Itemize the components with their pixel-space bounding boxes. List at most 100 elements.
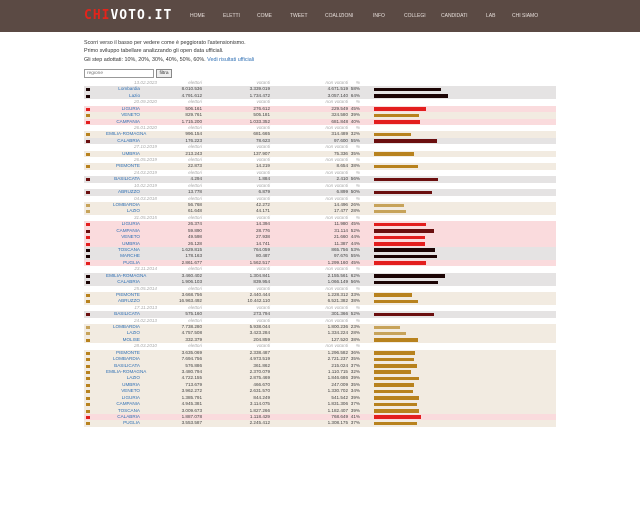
nav-item-chi-siamo[interactable]: CHI SIAMO [512,13,539,19]
votanti-value: 78.623 [255,137,270,143]
band-square-icon [86,204,90,208]
table-row: BASILICATA 576.886 361.862 215.024 37% [84,362,556,369]
band-square-icon [86,364,90,368]
abstention-pct: 32% [350,368,360,374]
nav-item-home[interactable]: HOME [190,13,205,19]
region-link[interactable]: CAMPANIA [116,227,140,233]
region-link[interactable]: LAZIO [126,330,140,336]
elettori-value: 713.679 [185,381,202,387]
table-row: PIEMONTE 3.635.069 2.338.487 1.296.582 36% [84,349,556,357]
official-results-link[interactable]: Vedi risultati ufficiali [207,57,255,63]
region-link[interactable]: BASILICATA [114,362,140,368]
region-link[interactable]: TOSCANA [117,246,140,252]
region-link[interactable]: BASILICATA [114,176,140,182]
table-row: PIEMONTE 22.873 14.219 8.654 38% [84,163,556,170]
intro-text: Scorri verso il basso per vedere come è … [84,39,564,55]
votanti-value: 2.370.079 [249,368,270,374]
nav-item-tweet[interactable]: TWEET [290,13,308,19]
abstention-pct: 35% [350,150,360,156]
region-link[interactable]: LIGURIA [121,221,140,227]
region-link[interactable]: CAMPANIA [116,118,140,124]
region-link[interactable]: PUGLIA [123,420,140,426]
non-votanti-value: 6.899 [336,189,349,195]
header-non-votanti: non votanti [325,99,348,105]
votanti-value: 1.884 [258,176,271,182]
region-link[interactable]: LIGURIA [121,105,140,111]
region-link[interactable]: LAZIO [126,208,140,214]
region-link[interactable]: PIEMONTE [116,163,140,169]
non-votanti-value: 17.477 [333,208,348,214]
non-votanti-value: 1.308.175 [327,420,348,426]
header-pct: % [355,317,360,323]
votanti-value: 137.907 [253,150,270,156]
region-link[interactable]: PUGLIA [123,259,140,265]
region-link[interactable]: UMBRIA [122,240,140,246]
region-link[interactable]: EMILIA-ROMAGNA [106,131,147,137]
region-link[interactable]: CALABRIA [117,137,140,143]
band-square-icon [86,351,90,355]
abstention-pct: 39% [350,375,360,381]
abstention-bar [374,415,422,419]
table-row: PUGLIA 2.861.677 1.562.517 1.299.160 45% [84,259,556,267]
elettori-value: 829.761 [185,112,202,118]
header-votanti: votanti [256,304,270,310]
region-link[interactable]: Lazio [129,92,140,98]
abstention-bar [374,113,419,118]
region-link[interactable]: LOMBARDIA [112,202,140,208]
non-votanti-value: 2.721.237 [327,356,348,362]
region-link[interactable]: ABRUZZO [118,189,140,195]
nav-item-coalizioni[interactable]: COALIZIONI [325,13,354,19]
nav-item-lab[interactable]: LAB [486,13,496,19]
region-link[interactable]: LAZIO [126,375,140,381]
site-logo[interactable]: CHIVOTO.IT [84,8,172,23]
region-link[interactable]: MARCHE [120,253,140,259]
abstention-pct: 34% [350,388,360,394]
region-link[interactable]: PIEMONTE [116,349,140,355]
date-header-row: 27.10.2019 elettori votanti non votanti% [84,144,556,151]
region-link[interactable]: TOSCANA [117,407,140,413]
nav-item-candidati[interactable]: CANDIDATI [441,13,468,19]
election-date: 24.02.2013 [134,317,157,323]
votanti-value: 14.741 [255,240,270,246]
header-pct: % [355,99,360,105]
region-filter-input[interactable] [84,69,154,78]
non-votanti-value: 1.334.224 [327,330,348,336]
region-link[interactable]: LOMBARDIA [112,356,140,362]
steps-text: Gli step adottati: 10%, 20%, 30%, 40%, 5… [84,57,206,63]
region-link[interactable]: CALABRIA [117,413,140,419]
region-link[interactable]: MOLISE [122,336,140,342]
elettori-value: 3.460.402 [181,272,202,278]
abstention-pct: 44% [350,240,360,246]
nav-item-info[interactable]: INFO [373,13,385,19]
region-link[interactable]: ABRUZZO [118,298,140,304]
region-link[interactable]: UMBRIA [122,381,140,387]
region-link[interactable]: CAMPANIA [116,401,140,407]
region-link[interactable]: VENETO [121,112,140,118]
nav-item-collegi[interactable]: COLLEGI [404,13,426,19]
band-square-icon [86,94,90,98]
region-link[interactable]: PIEMONTE [116,291,140,297]
nav-item-eletti[interactable]: ELETTI [223,13,240,19]
nav-item-come[interactable]: COME [257,13,272,19]
region-link[interactable]: CALABRIA [117,279,140,285]
region-link[interactable]: LIGURIA [121,394,140,400]
region-link[interactable]: EMILIA-ROMAGNA [106,272,147,278]
band-square-icon [86,274,90,278]
region-link[interactable]: Lombardia [118,86,140,92]
band-square-icon [86,332,90,336]
elettori-value: 3.480.794 [181,368,202,374]
region-link[interactable]: UMBRIA [122,150,140,156]
non-votanti-value: 247.009 [331,381,348,387]
non-votanti-value: 1.299.160 [327,259,348,265]
non-votanti-value: 3.057.140 [327,92,348,98]
abstention-bar [374,209,407,214]
region-link[interactable]: EMILIA-ROMAGNA [106,368,147,374]
date-header-row: 31.05.2015 elettori votanti non votanti% [84,214,556,222]
table-row: ABRUZZO 16.963.492 10.442.110 6.521.382 38% [84,298,556,305]
region-link[interactable]: VENETO [121,388,140,394]
filter-button[interactable]: filtra [156,69,172,78]
region-link[interactable]: BASILICATA [114,311,140,317]
elettori-value: 3.962.272 [181,388,202,394]
region-link[interactable]: VENETO [121,234,140,240]
region-link[interactable]: LOMBARDIA [112,324,140,330]
